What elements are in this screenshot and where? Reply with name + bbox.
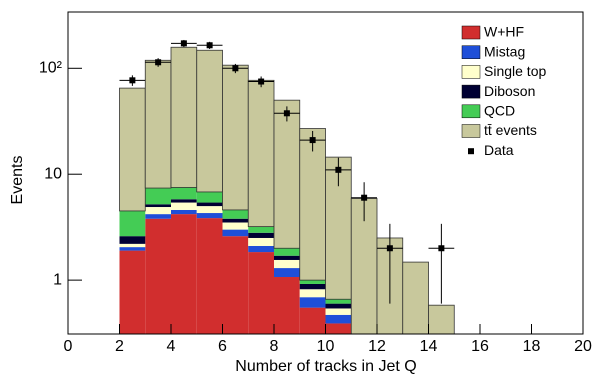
bar-segment (402, 261, 429, 335)
bar-segment (222, 209, 249, 219)
bar-segment (274, 277, 300, 334)
data-point (283, 110, 290, 117)
legend-swatch (461, 65, 481, 79)
bar-segment (222, 236, 249, 334)
bar-segment (299, 297, 326, 308)
y-tick-label: 1 (53, 271, 62, 288)
x-tick-label: 14 (420, 338, 438, 355)
x-tick-label: 2 (115, 338, 124, 355)
bar-segment (248, 226, 274, 233)
bar-segment (299, 283, 326, 290)
x-axis-label: Number of tracks in Jet Q (235, 358, 416, 374)
bar-segment (171, 187, 197, 200)
bar-segment (325, 308, 352, 315)
x-tick-label: 16 (471, 338, 489, 355)
bar-segment (428, 304, 455, 335)
data-point (335, 166, 342, 173)
bar-segment (119, 236, 146, 244)
bar-segment (196, 213, 223, 219)
bar-segment (171, 214, 197, 334)
data-point (232, 65, 239, 72)
y-tick-label: 10² (39, 60, 63, 77)
bar-segment (325, 314, 352, 324)
x-tick-label: 10 (317, 338, 335, 355)
legend-label: W+HF (484, 24, 524, 40)
bar-segment (196, 49, 223, 193)
data-point (361, 194, 368, 201)
bar-segment (119, 243, 146, 248)
data-point (438, 245, 445, 252)
bar-segment (222, 222, 249, 230)
bar-segment (274, 268, 300, 278)
legend-label: Data (484, 142, 514, 158)
bar-segment (196, 218, 223, 334)
bar-segment (171, 202, 197, 210)
data-point (309, 137, 316, 144)
bar-segment (145, 207, 171, 215)
bar-segment (119, 87, 146, 212)
bar-segment (119, 250, 146, 334)
bar-segment (145, 214, 171, 219)
data-point (258, 78, 265, 85)
bar-segment (171, 199, 197, 203)
bar-segment (196, 202, 223, 207)
bar-segment (119, 210, 146, 237)
x-tick-label: 18 (523, 338, 541, 355)
data-point (155, 59, 162, 66)
legend-label: tt̄ events (484, 122, 537, 138)
y-tick-label: 10 (44, 165, 62, 182)
legend-marker (468, 148, 474, 155)
legend-swatch (461, 25, 481, 40)
bar-segment (248, 252, 274, 334)
bar-segment (248, 237, 274, 246)
bar-segment (299, 307, 326, 334)
legend-swatch (461, 104, 481, 119)
bar-segment (119, 247, 146, 251)
bar-segment (222, 218, 249, 223)
bar-segment (145, 204, 171, 208)
x-tick-label: 6 (218, 338, 227, 355)
bar-segment (248, 245, 274, 253)
bar-segment (274, 255, 300, 260)
data-point (386, 245, 393, 252)
legend-label: QCD (484, 103, 515, 119)
legend-swatch (461, 45, 481, 59)
bar-segment (325, 303, 352, 309)
bar-segment (248, 232, 274, 238)
bar-segment (222, 64, 249, 211)
x-tick-label: 20 (574, 338, 592, 355)
bar-segment (274, 259, 300, 269)
bar-segment (299, 280, 326, 284)
bar-segment (247, 79, 275, 228)
bar-segment (299, 128, 326, 281)
bar-segment (299, 289, 326, 298)
bar-segment (325, 323, 352, 334)
bar-segment (145, 188, 171, 205)
legend-swatch (461, 124, 481, 138)
x-tick-label: 12 (368, 338, 386, 355)
data-point (129, 77, 136, 84)
y-axis-label: Events (9, 156, 26, 205)
bar-segment (222, 229, 249, 237)
bar-segment (325, 299, 352, 304)
data-point (180, 40, 187, 47)
legend-label: Mistag (484, 43, 525, 59)
bar-segment (196, 191, 223, 203)
bar-segment (171, 209, 197, 215)
legend-swatch (461, 84, 481, 99)
bar-segment (196, 206, 223, 214)
bar-segment (273, 99, 301, 249)
bar-segment (145, 218, 171, 334)
bar-segment (170, 46, 198, 188)
bar-segment (144, 59, 172, 189)
legend-label: Diboson (484, 83, 535, 99)
legend-label: Single top (484, 63, 546, 79)
x-tick-label: 0 (64, 338, 73, 355)
bar-segment (274, 248, 300, 256)
data-point (206, 42, 213, 49)
x-tick-label: 4 (167, 338, 176, 355)
x-tick-label: 8 (270, 338, 279, 355)
